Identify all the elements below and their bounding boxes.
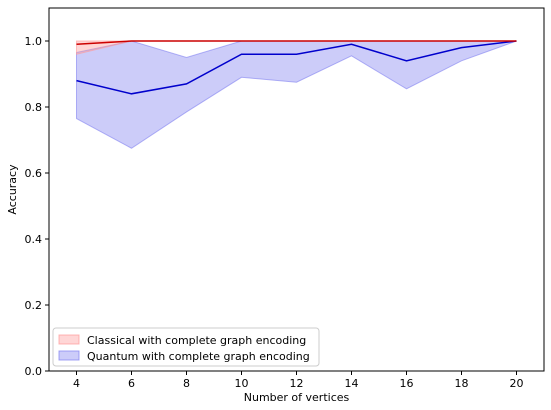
x-tick-label: 10: [235, 377, 249, 390]
x-tick-label: 4: [73, 377, 80, 390]
series-lines: [76, 40, 517, 95]
legend: Classical with complete graph encoding Qu…: [52, 327, 320, 367]
y-tick-label: 0.2: [25, 299, 43, 312]
y-tick-label: 0.6: [25, 167, 43, 180]
x-tick-label: 8: [183, 377, 190, 390]
line-quantum-with-complete-graph-encoding: [76, 40, 517, 95]
x-tick-label: 18: [455, 377, 469, 390]
x-tick-label: 16: [400, 377, 414, 390]
x-tick-label: 6: [128, 377, 135, 390]
x-axis-ticks: 4 6 8 10 12 14 16 18 20: [73, 371, 524, 390]
band-quantum-with-complete-graph-encoding: [76, 40, 517, 149]
y-axis-ticks: 0.0 0.2 0.4 0.6 0.8 1.0: [25, 35, 49, 378]
y-tick-label: 0.8: [25, 101, 43, 114]
legend-box: [52, 327, 320, 367]
y-tick-label: 0.4: [25, 233, 43, 246]
legend-label-classical-with-complete-graph-encoding: Classical with complete graph encoding: [87, 334, 306, 347]
x-tick-label: 14: [345, 377, 359, 390]
plot-area: [49, 8, 544, 371]
y-axis-label: Accuracy: [6, 164, 19, 215]
y-tick-label: 0.0: [25, 365, 43, 378]
x-tick-label: 20: [510, 377, 524, 390]
x-axis-label: Number of vertices: [244, 391, 350, 404]
legend-swatch-classical-with-complete-graph-encoding: [58, 334, 80, 345]
x-tick-label: 12: [290, 377, 304, 390]
legend-label-quantum-with-complete-graph-encoding: Quantum with complete graph encoding: [87, 350, 310, 363]
line-classical-with-complete-graph-encoding: [76, 40, 517, 46]
legend-swatch-quantum-with-complete-graph-encoding: [58, 350, 80, 361]
y-tick-label: 1.0: [25, 35, 43, 48]
